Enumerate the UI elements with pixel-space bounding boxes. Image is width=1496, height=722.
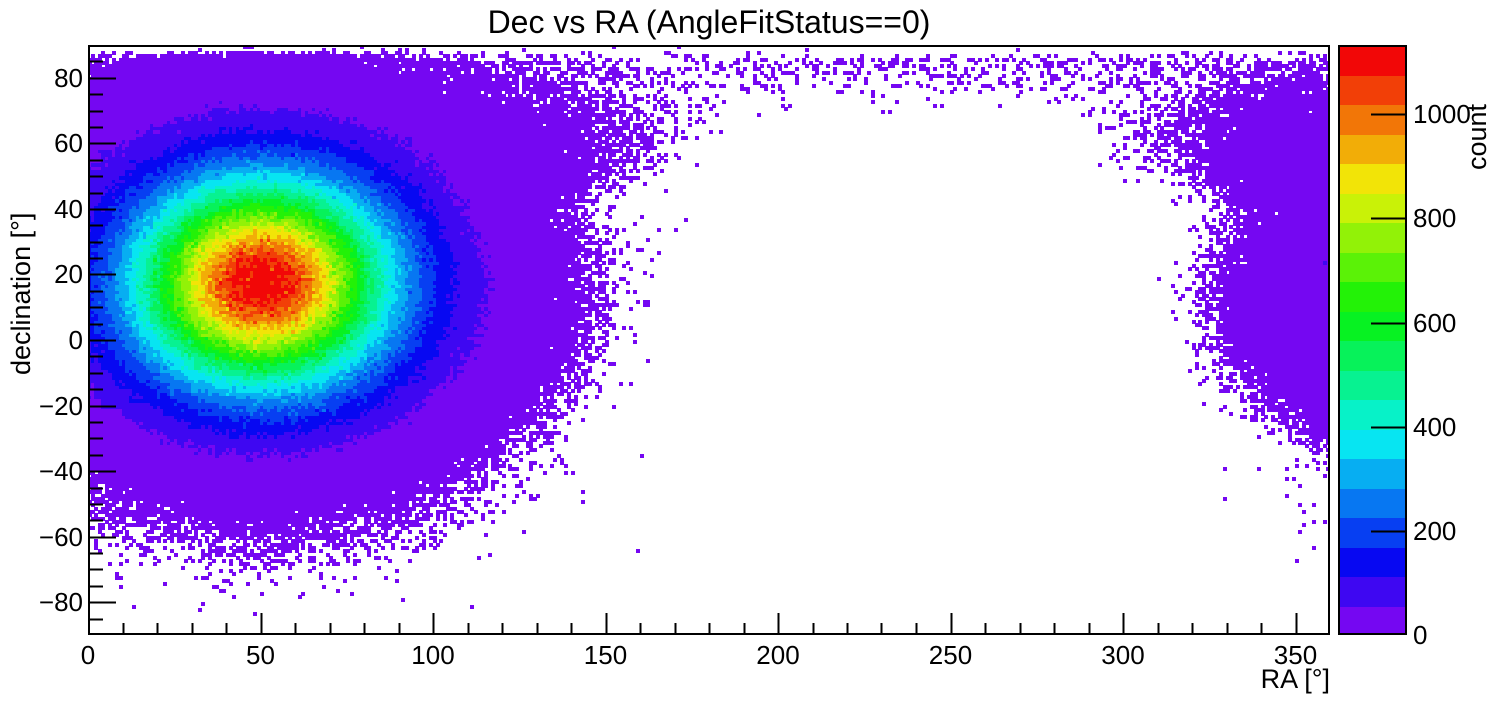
- z-tick-label: 1000: [1413, 99, 1471, 130]
- z-tick-label: 0: [1413, 620, 1428, 650]
- heatmap-canvas: [88, 45, 1330, 635]
- x-axis-title: RA [°]: [1260, 664, 1330, 694]
- y-tick-label: −80: [38, 587, 83, 618]
- x-tick-label: 0: [80, 640, 96, 670]
- x-tick-label: 200: [756, 640, 800, 670]
- y-tick-label: 80: [54, 62, 83, 93]
- y-tick-label: −40: [38, 456, 83, 487]
- z-tick-label: 600: [1413, 307, 1457, 338]
- colorbar-canvas: [1338, 45, 1407, 635]
- z-tick-label: 800: [1413, 203, 1457, 234]
- x-tick-label: 50: [246, 640, 275, 670]
- x-tick-label: 350: [1273, 640, 1318, 670]
- x-tick-label: 250: [928, 640, 973, 670]
- z-tick-label: 400: [1413, 411, 1457, 442]
- y-tick-label: −20: [38, 390, 83, 421]
- y-tick-label: 40: [54, 193, 83, 224]
- x-tick-label: 300: [1101, 640, 1145, 670]
- y-tick-label: 60: [54, 128, 83, 159]
- z-tick-label: 200: [1413, 515, 1457, 546]
- x-tick-label: 150: [583, 640, 628, 670]
- y-tick-label: −60: [38, 521, 83, 552]
- y-tick-label: 0: [68, 325, 83, 355]
- y-tick-label: 20: [54, 259, 83, 290]
- plot-title: Dec vs RA (AngleFitStatus==0): [487, 4, 931, 40]
- x-tick-label: 100: [411, 640, 455, 670]
